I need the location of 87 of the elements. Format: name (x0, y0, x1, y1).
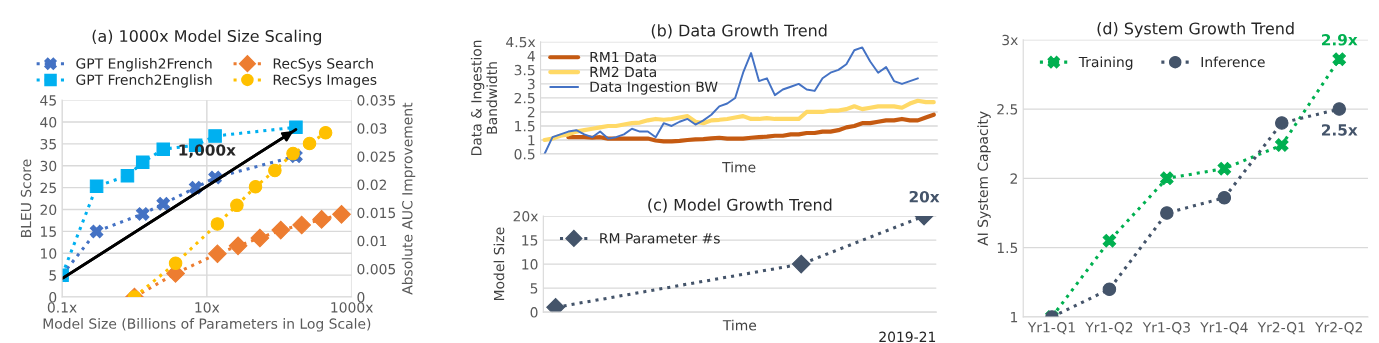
line-series (566, 112, 936, 144)
y2-tick-label: 0.03 (357, 123, 387, 134)
x-axis-title: Model Size (Billions of Parameters in Log Scale) (43, 318, 371, 332)
y-tick-label: 20 (40, 204, 57, 216)
y-tick-label: 0.5 (514, 148, 535, 160)
point (1217, 190, 1232, 205)
x-tick-label: 0.1x (47, 302, 77, 313)
y-tick-label: 3.5 (514, 64, 535, 76)
y-axis-title: BLEU Score (20, 159, 32, 237)
y-tick-label: 10 (522, 259, 538, 270)
chart-title: (a) 1000x Model Size Scaling (92, 29, 322, 46)
legend-label: GPT English2French (76, 57, 212, 72)
y2-tick-label: 0.02 (357, 179, 387, 191)
point (1275, 116, 1289, 130)
x-tick-label: 1000x (331, 302, 373, 313)
y-tick-label: 30 (40, 160, 57, 172)
legend-label: Data Ingestion BW (590, 81, 718, 95)
text: 2019-21 (879, 331, 936, 343)
x-tick-label: 10x (195, 302, 220, 313)
y-axis-title: Data & Ingestion Bandwidth (470, 40, 498, 156)
legend-label: Training (1078, 56, 1133, 70)
chart-title: (d) System Growth Trend (1097, 22, 1294, 38)
x-tick-label: Yr1-Q2 (1085, 322, 1133, 335)
x-tick-label: Yr2-Q1 (1257, 322, 1305, 335)
y-tick-label: 0 (530, 307, 538, 318)
y-tick-label: 15 (522, 235, 538, 246)
y-tick-label: 5 (530, 283, 538, 294)
point (791, 254, 811, 274)
data-label: 20x (909, 190, 940, 203)
y-tick-label: 2 (527, 106, 535, 118)
y-tick-label: 1.5 (515, 121, 535, 132)
y-tick-label: 15 (41, 226, 56, 237)
y-tick-label: 45 (40, 95, 56, 106)
x-tick-label: Yr1-Q4 (1200, 322, 1248, 335)
chart-title: (c) Model Growth Trend (648, 198, 832, 213)
y-tick-label: 1 (1011, 312, 1018, 323)
x-tick-label: Yr1-Q3 (1142, 322, 1190, 335)
line-series (542, 98, 936, 143)
point (1332, 52, 1347, 66)
point (1160, 206, 1174, 220)
y-tick-label: 5 (49, 270, 56, 281)
y-tick-label: 1 (528, 135, 535, 146)
legend-label: RM1 Data (590, 52, 656, 63)
point (1160, 171, 1174, 186)
y-tick-label: 3x (1002, 34, 1018, 46)
legend-label: RecSys Images (273, 74, 377, 88)
y2-tick-label: 0.01 (357, 235, 387, 247)
data-label: 2.9x (1321, 34, 1358, 46)
legend-label: RecSys Search (273, 57, 373, 72)
y-tick-label: 40 (40, 117, 57, 128)
legend-label: Inference (1201, 56, 1265, 68)
point (1332, 102, 1347, 116)
x-axis-title: Time (722, 319, 757, 331)
x-tick-label: Yr2-Q2 (1315, 322, 1363, 335)
y2-tick-label: 0.035 (357, 95, 396, 106)
y-axis-title: Model Size (493, 227, 505, 301)
annotation: 1,000x (179, 144, 236, 158)
y-tick-label: 2.5 (514, 92, 535, 104)
y2-tick-label: 0.025 (357, 151, 396, 162)
x-tick-label: Yr1-Q1 (1027, 322, 1075, 335)
y-tick-label: 2 (1010, 173, 1017, 184)
line-series (543, 46, 919, 155)
y-tick-label: 20x (513, 211, 539, 222)
y-axis-title: AI System Capacity (977, 111, 991, 246)
y2-axis-title: Absolute AUC Improvement (401, 102, 416, 295)
y-tick-label: 4 (527, 51, 535, 62)
chart-title: (b) Data Growth Trend (651, 24, 827, 39)
legend-label: RM2 Data (590, 66, 656, 78)
y-tick-label: 4.5x (506, 37, 536, 48)
y2-tick-label: 0.015 (357, 207, 396, 219)
data-label: 2.5x (1321, 124, 1358, 136)
legend-label: GPT French2English (76, 74, 212, 88)
point (1102, 233, 1117, 248)
legend-label: RM Parameter #s (600, 233, 720, 244)
point (1275, 138, 1289, 152)
y-tick-label: 10 (41, 248, 57, 259)
y2-tick-label: 0.005 (357, 263, 396, 275)
y-tick-label: 1.5 (997, 242, 1018, 254)
y-tick-label: 0 (49, 292, 57, 303)
point (1102, 282, 1117, 296)
y-tick-label: 25 (40, 182, 56, 194)
y-tick-label: 3 (527, 78, 535, 90)
y-tick-label: 35 (40, 138, 56, 150)
y-tick-label: 2.5 (997, 104, 1018, 115)
x-axis-title: Time (722, 161, 756, 173)
y2-tick-label: 0 (357, 292, 365, 303)
point (1217, 161, 1232, 176)
